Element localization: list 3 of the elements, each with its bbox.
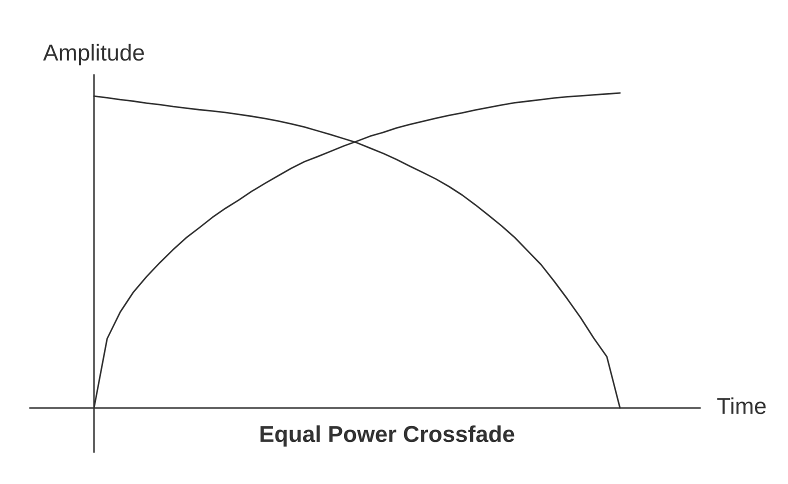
y-axis-title: Amplitude — [43, 44, 144, 66]
x-axis-title: Time — [717, 397, 766, 414]
text: Equal Power Crossfade — [260, 425, 514, 447]
